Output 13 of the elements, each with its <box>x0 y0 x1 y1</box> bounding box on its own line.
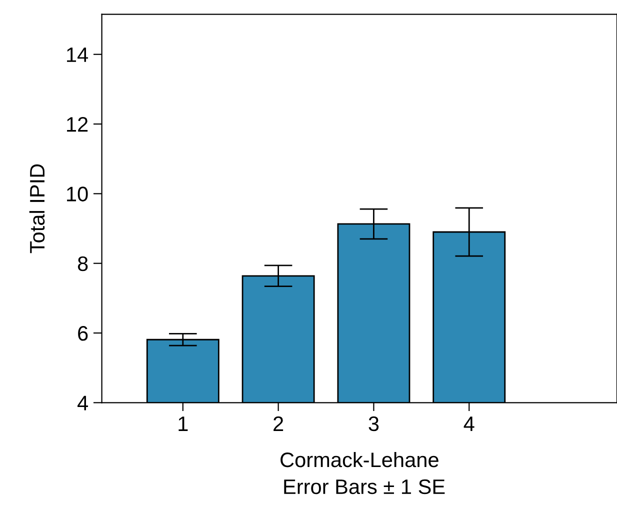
y-tick-label: 14 <box>67 48 88 62</box>
y-tick-label: 12 <box>67 117 88 132</box>
y-tick-label: 6 <box>78 326 88 341</box>
y-tick-label: 10 <box>67 186 88 202</box>
y-tick-label: 4 <box>78 396 88 410</box>
x-axis-title: Cormack-Lehane <box>280 452 438 468</box>
text: Error Bars ± 1 SE <box>284 479 445 494</box>
x-tick-label: 2 <box>274 416 284 431</box>
y-tick-label: 8 <box>78 256 88 272</box>
x-tick-label: 4 <box>464 416 474 431</box>
y-axis-title: Total IPID <box>29 164 45 254</box>
x-tick-label: 1 <box>178 416 188 431</box>
x-tick-label: 3 <box>368 416 379 432</box>
